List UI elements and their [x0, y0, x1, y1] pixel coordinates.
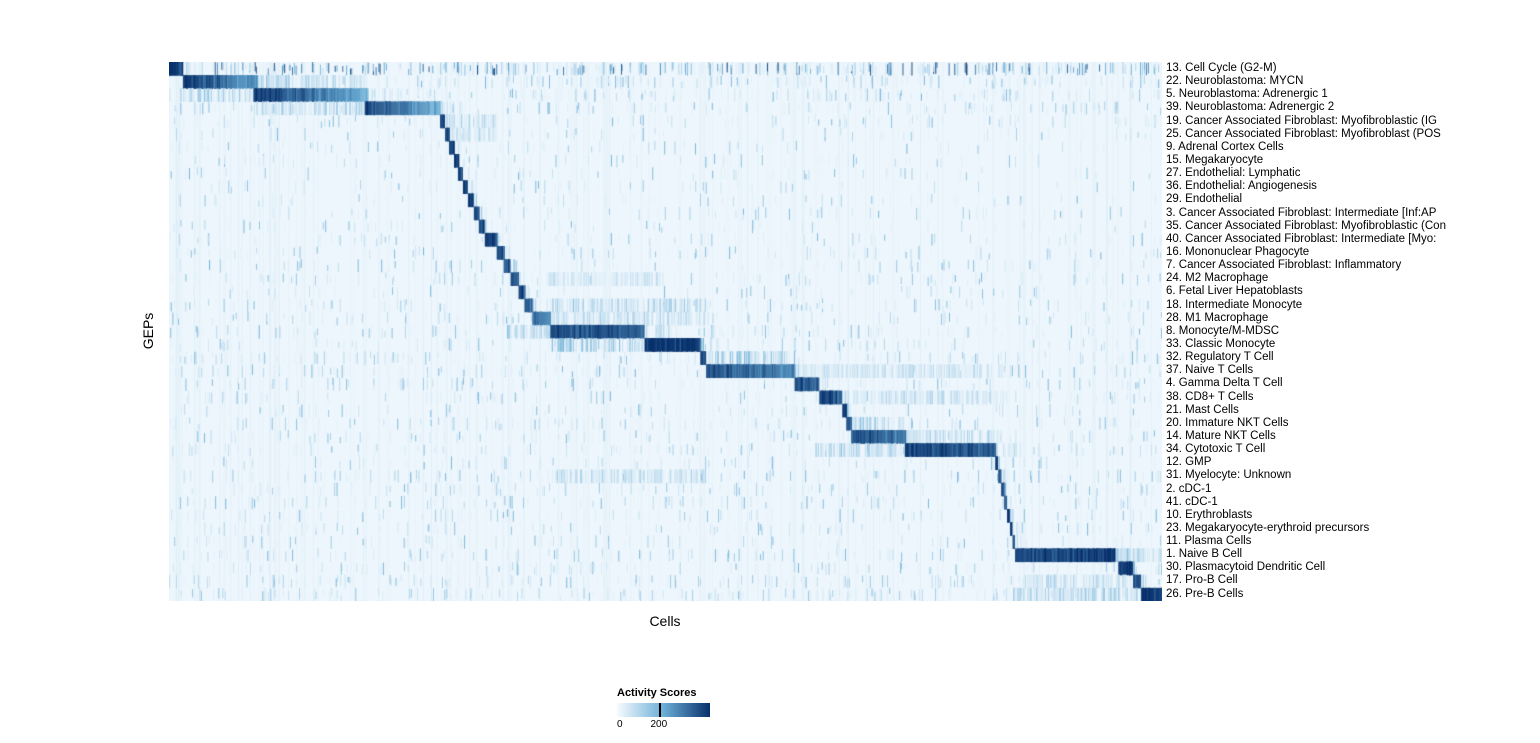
row-label: 14. Mature NKT Cells	[1166, 429, 1276, 442]
row-labels: 13. Cell Cycle (G2-M) 22. Neuroblastoma: …	[1166, 62, 1540, 602]
row-label: 11. Plasma Cells	[1166, 535, 1252, 548]
legend-tick-labels: 0 200	[617, 719, 710, 731]
row-label: 29. Endothelial	[1166, 193, 1243, 206]
row-label: 15. Megakaryocyte	[1166, 153, 1264, 166]
row-label: 41. cDC-1	[1166, 495, 1218, 508]
row-label: 6. Fetal Liver Hepatoblasts	[1166, 285, 1303, 298]
row-label: 9. Adrenal Cortex Cells	[1166, 140, 1284, 153]
row-label: 39. Neuroblastoma: Adrenergic 2	[1166, 101, 1335, 114]
legend-gradient-bar	[617, 703, 710, 717]
row-label: 19. Cancer Associated Fibroblast: Myofib…	[1166, 114, 1438, 127]
row-label: 28. M1 Macrophage	[1166, 311, 1269, 324]
row-label: 3. Cancer Associated Fibroblast: Interme…	[1166, 206, 1437, 219]
legend-max-label: 200	[650, 719, 668, 730]
legend-min-label: 0	[617, 719, 623, 730]
row-label: 12. GMP	[1166, 456, 1212, 469]
row-label: 20. Immature NKT Cells	[1166, 416, 1289, 429]
legend: Activity Scores 0 200	[617, 687, 747, 731]
row-label: 31. Myelocyte: Unknown	[1166, 469, 1292, 482]
heatmap-canvas	[169, 62, 1162, 601]
row-label: 5. Neuroblastoma: Adrenergic 1	[1166, 88, 1328, 101]
row-label: 8. Monocyte/M-MDSC	[1166, 324, 1280, 337]
row-label: 7. Cancer Associated Fibroblast: Inflamm…	[1166, 259, 1402, 272]
row-label: 26. Pre-B Cells	[1166, 587, 1244, 600]
row-label: 30. Plasmacytoid Dendritic Cell	[1166, 561, 1326, 574]
row-label: 27. Endothelial: Lymphatic	[1166, 167, 1301, 180]
row-label: 4. Gamma Delta T Cell	[1166, 377, 1283, 390]
legend-title: Activity Scores	[617, 687, 697, 699]
row-label: 1. Naive B Cell	[1166, 548, 1243, 561]
x-axis-label: Cells	[649, 613, 681, 629]
row-label: 13. Cell Cycle (G2-M)	[1166, 62, 1277, 74]
row-label: 35. Cancer Associated Fibroblast: Myofib…	[1166, 219, 1446, 232]
row-label: 23. Megakaryocyte-erythroid precursors	[1166, 521, 1370, 534]
row-label: 37. Naive T Cells	[1166, 364, 1254, 377]
row-label: 21. Mast Cells	[1166, 403, 1239, 416]
row-label: 10. Erythroblasts	[1166, 508, 1253, 521]
row-label: 22. Neuroblastoma: MYCN	[1166, 75, 1304, 88]
row-label: 2. cDC-1	[1166, 482, 1212, 495]
row-label: 34. Cytotoxic T Cell	[1166, 443, 1266, 456]
row-label: 33. Classic Monocyte	[1166, 337, 1276, 350]
row-label: 40. Cancer Associated Fibroblast: Interm…	[1166, 232, 1437, 245]
row-label: 18. Intermediate Monocyte	[1166, 298, 1303, 311]
row-label: 17. Pro-B Cell	[1166, 574, 1238, 587]
row-label: 16. Mononuclear Phagocyte	[1166, 245, 1310, 258]
row-label: 25. Cancer Associated Fibroblast: Myofib…	[1166, 127, 1441, 140]
legend-max-tick	[658, 703, 661, 717]
y-axis-label: GEPs	[140, 312, 156, 350]
row-label: 36. Endothelial: Angiogenesis	[1166, 180, 1317, 193]
row-label: 32. Regulatory T Cell	[1166, 351, 1274, 364]
row-label: 38. CD8+ T Cells	[1166, 390, 1254, 403]
row-label: 24. M2 Macrophage	[1166, 272, 1269, 285]
